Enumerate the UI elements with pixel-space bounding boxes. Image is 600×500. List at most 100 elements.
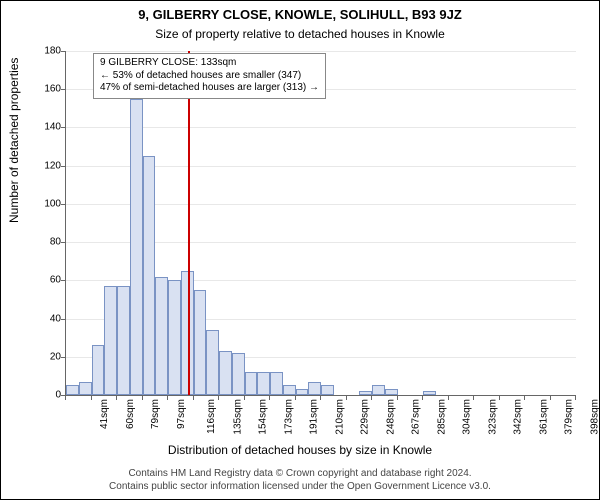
x-tick-label: 342sqm: [513, 399, 524, 435]
histogram-bar: [92, 345, 105, 395]
x-tick-mark: [218, 396, 219, 400]
x-tick-mark: [320, 396, 321, 400]
histogram-bar: [155, 277, 168, 395]
x-tick-label: 135sqm: [232, 399, 243, 435]
x-tick-label: 379sqm: [564, 399, 575, 435]
x-tick-label: 79sqm: [150, 399, 161, 429]
x-tick-mark: [167, 396, 168, 400]
x-tick-label: 116sqm: [206, 399, 217, 434]
y-tick-mark: [61, 166, 65, 167]
x-tick-label: 41sqm: [99, 399, 110, 429]
x-tick-label: 361sqm: [538, 399, 549, 435]
y-tick-label: 100: [39, 198, 61, 209]
histogram-bar: [143, 156, 156, 395]
histogram-bar: [104, 286, 117, 395]
x-tick-mark: [91, 396, 92, 400]
x-tick-label: 191sqm: [309, 399, 320, 435]
annotation-line: ← 53% of detached houses are smaller (34…: [100, 70, 319, 83]
x-tick-label: 60sqm: [125, 399, 136, 429]
y-tick-label: 80: [39, 237, 61, 248]
y-tick-label: 120: [39, 160, 61, 171]
histogram-bar: [206, 330, 219, 395]
y-tick-mark: [61, 204, 65, 205]
y-tick-label: 60: [39, 275, 61, 286]
y-tick-label: 40: [39, 313, 61, 324]
x-tick-mark: [473, 396, 474, 400]
histogram-bar: [194, 290, 207, 395]
x-tick-mark: [65, 396, 66, 400]
y-tick-mark: [61, 357, 65, 358]
x-tick-label: 229sqm: [360, 399, 371, 435]
histogram-bar: [79, 382, 92, 395]
plot-area: [65, 51, 576, 396]
annotation-line: 9 GILBERRY CLOSE: 133sqm: [100, 57, 319, 70]
x-tick-mark: [295, 396, 296, 400]
y-tick-mark: [61, 242, 65, 243]
chart-subtitle: Size of property relative to detached ho…: [1, 27, 599, 41]
histogram-bar: [372, 385, 385, 395]
histogram-bar: [270, 372, 283, 395]
x-tick-mark: [499, 396, 500, 400]
y-tick-label: 20: [39, 351, 61, 362]
histogram-bar: [308, 382, 321, 395]
x-tick-mark: [397, 396, 398, 400]
chart-footer: Contains HM Land Registry data © Crown c…: [1, 467, 599, 493]
x-tick-mark: [448, 396, 449, 400]
histogram-bar: [117, 286, 130, 395]
y-tick-mark: [61, 127, 65, 128]
histogram-bar: [168, 280, 181, 395]
histogram-bar: [321, 385, 334, 395]
y-tick-mark: [61, 51, 65, 52]
x-tick-mark: [142, 396, 143, 400]
reference-line: [188, 51, 190, 395]
histogram-bar: [257, 372, 270, 395]
x-tick-label: 210sqm: [334, 399, 345, 435]
y-tick-mark: [61, 89, 65, 90]
x-tick-mark: [346, 396, 347, 400]
x-tick-label: 323sqm: [487, 399, 498, 435]
y-tick-mark: [61, 280, 65, 281]
x-tick-mark: [244, 396, 245, 400]
x-tick-mark: [550, 396, 551, 400]
x-axis-label: Distribution of detached houses by size …: [1, 443, 599, 457]
annotation-line: 47% of semi-detached houses are larger (…: [100, 82, 319, 95]
x-tick-label: 97sqm: [176, 399, 187, 429]
x-tick-label: 267sqm: [411, 399, 422, 435]
footer-line: Contains HM Land Registry data © Crown c…: [1, 467, 599, 480]
x-tick-mark: [524, 396, 525, 400]
histogram-bar: [283, 385, 296, 395]
histogram-bar: [130, 99, 143, 395]
x-tick-mark: [371, 396, 372, 400]
y-tick-label: 180: [39, 46, 61, 57]
histogram-bar: [232, 353, 245, 395]
x-tick-label: 304sqm: [462, 399, 473, 435]
footer-line: Contains public sector information licen…: [1, 480, 599, 493]
x-tick-label: 285sqm: [436, 399, 447, 435]
histogram-bar: [296, 389, 309, 395]
y-tick-label: 160: [39, 84, 61, 95]
histogram-bar: [181, 271, 194, 395]
x-tick-label: 154sqm: [258, 399, 269, 435]
x-tick-label: 248sqm: [385, 399, 396, 435]
gridline: [66, 127, 576, 128]
chart-title: 9, GILBERRY CLOSE, KNOWLE, SOLIHULL, B93…: [1, 7, 599, 22]
y-tick-label: 0: [39, 390, 61, 401]
x-tick-label: 398sqm: [589, 399, 600, 435]
gridline: [66, 51, 576, 52]
histogram-bar: [66, 385, 79, 395]
x-tick-mark: [422, 396, 423, 400]
y-tick-mark: [61, 319, 65, 320]
annotation-box: 9 GILBERRY CLOSE: 133sqm ← 53% of detach…: [93, 53, 326, 99]
histogram-bar: [423, 391, 436, 395]
x-tick-label: 173sqm: [283, 399, 294, 435]
x-tick-mark: [116, 396, 117, 400]
y-tick-label: 140: [39, 122, 61, 133]
x-tick-mark: [269, 396, 270, 400]
histogram-bar: [245, 372, 258, 395]
x-tick-mark: [193, 396, 194, 400]
y-axis-label: Number of detached properties: [7, 58, 21, 223]
histogram-bar: [219, 351, 232, 395]
x-tick-mark: [575, 396, 576, 400]
histogram-bar: [359, 391, 372, 395]
histogram-bar: [385, 389, 398, 395]
